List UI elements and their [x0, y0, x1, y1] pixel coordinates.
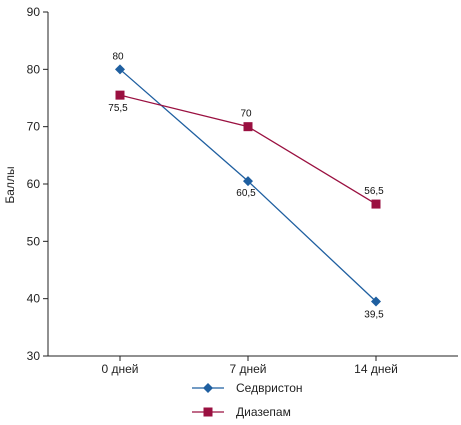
data-labels: 80 60,5 39,5 75,5 70 56,5: [108, 51, 384, 320]
legend-label: Диазепам: [236, 405, 291, 419]
legend-marker: [203, 383, 213, 393]
data-label: 56,5: [364, 186, 384, 197]
legend: Седвристон Диазепам: [192, 381, 303, 419]
x-tick-label: 0 дней: [101, 362, 138, 376]
series-1-point: [115, 64, 125, 75]
x-tick-label: 14 дней: [354, 362, 398, 376]
legend-label: Седвристон: [236, 381, 303, 395]
data-label: 75,5: [108, 103, 128, 114]
data-label: 60,5: [236, 188, 256, 199]
data-label: 80: [112, 51, 124, 62]
series-2-point: [371, 199, 381, 209]
y-tick-label: 40: [27, 292, 41, 306]
legend-item-2: Диазепам: [192, 405, 291, 419]
data-label: 39,5: [364, 310, 384, 321]
series-1-point: [371, 296, 381, 307]
legend-item-1: Седвристон: [192, 381, 303, 395]
y-tick-label: 90: [27, 5, 41, 19]
x-tick-label: 7 дней: [229, 362, 266, 376]
y-axis-title: Баллы: [3, 166, 17, 203]
y-tick-label: 60: [27, 177, 41, 191]
series-1-point: [243, 176, 253, 187]
series-2-point: [243, 122, 253, 132]
y-tick-label: 30: [27, 349, 41, 363]
data-label: 70: [240, 109, 252, 120]
y-tick-label: 80: [27, 62, 41, 76]
series-2-point: [115, 90, 125, 100]
y-tick-label: 70: [27, 120, 41, 134]
legend-marker: [203, 407, 213, 417]
series-layer: [115, 64, 381, 307]
y-tick-label: 50: [27, 234, 41, 248]
axes: 30 40 50 60 70 80 90 0 дней 7 дней 14 дней: [27, 5, 458, 376]
